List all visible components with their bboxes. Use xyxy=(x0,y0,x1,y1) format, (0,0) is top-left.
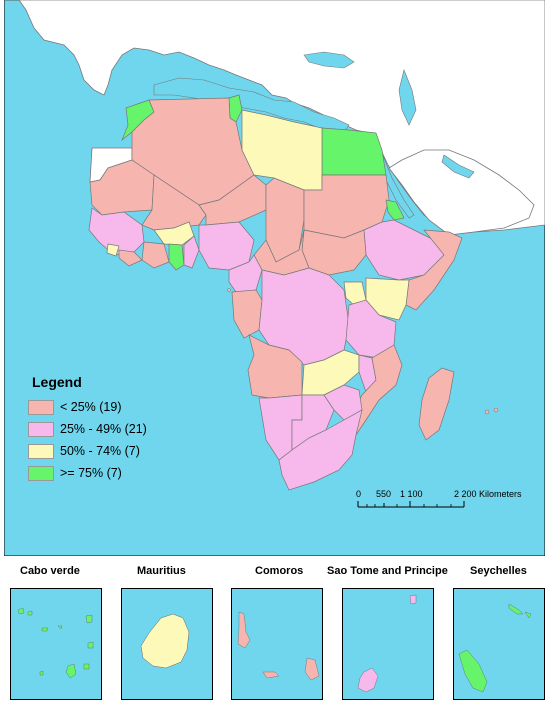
inset-map-sao-tome xyxy=(342,588,434,700)
country xyxy=(351,344,403,436)
country xyxy=(228,254,263,293)
scale-bar xyxy=(357,501,465,508)
scale-tick-label: 1 100 xyxy=(400,489,423,499)
scale-tick-label: 550 xyxy=(376,489,392,499)
country xyxy=(183,235,200,269)
legend-title: Legend xyxy=(32,374,82,390)
country xyxy=(278,409,363,491)
legend-item: 50% - 74% (7) xyxy=(28,442,140,460)
inset-title-comoros: Comoros xyxy=(255,565,304,577)
inset-title-cabo-verde: Cabo verde xyxy=(20,565,80,577)
legend-swatch xyxy=(28,443,54,459)
legend-swatch xyxy=(28,399,54,415)
inset-map-mauritius xyxy=(121,588,213,700)
country xyxy=(418,367,455,441)
country xyxy=(141,241,170,269)
inset-title-mauritius: Mauritius xyxy=(137,565,186,577)
legend-item: >= 75% (7) xyxy=(28,464,122,482)
country xyxy=(118,249,143,267)
country xyxy=(405,229,463,311)
country xyxy=(265,177,305,263)
africa-map xyxy=(4,0,545,556)
legend-label: >= 75% (7) xyxy=(60,466,122,480)
country xyxy=(106,243,120,257)
inset-map-seychelles xyxy=(453,588,545,700)
inset-map-cabo-verde xyxy=(10,588,102,700)
country xyxy=(321,127,387,176)
legend-label: 25% - 49% (21) xyxy=(60,422,147,436)
inset-title-sao-tome: Sao Tome and Principe xyxy=(327,565,448,577)
country xyxy=(88,207,145,256)
africa-countries xyxy=(88,94,463,491)
legend-swatch xyxy=(28,465,54,481)
inset-title-seychelles: Seychelles xyxy=(470,565,527,577)
legend-label: < 25% (19) xyxy=(60,400,122,414)
legend-item: 25% - 49% (21) xyxy=(28,420,147,438)
scale-unit-label: Kilometers xyxy=(479,489,522,499)
legend-item: < 25% (19) xyxy=(28,398,122,416)
legend-label: 50% - 74% (7) xyxy=(60,444,140,458)
scale-tick-label: 2 200 xyxy=(454,489,477,499)
legend-swatch xyxy=(28,421,54,437)
scale-tick-label: 0 xyxy=(356,489,362,499)
country xyxy=(385,199,405,221)
non-africa-land xyxy=(4,0,545,236)
inset-map-comoros xyxy=(231,588,323,700)
island-dots xyxy=(227,288,499,415)
country xyxy=(168,243,185,271)
